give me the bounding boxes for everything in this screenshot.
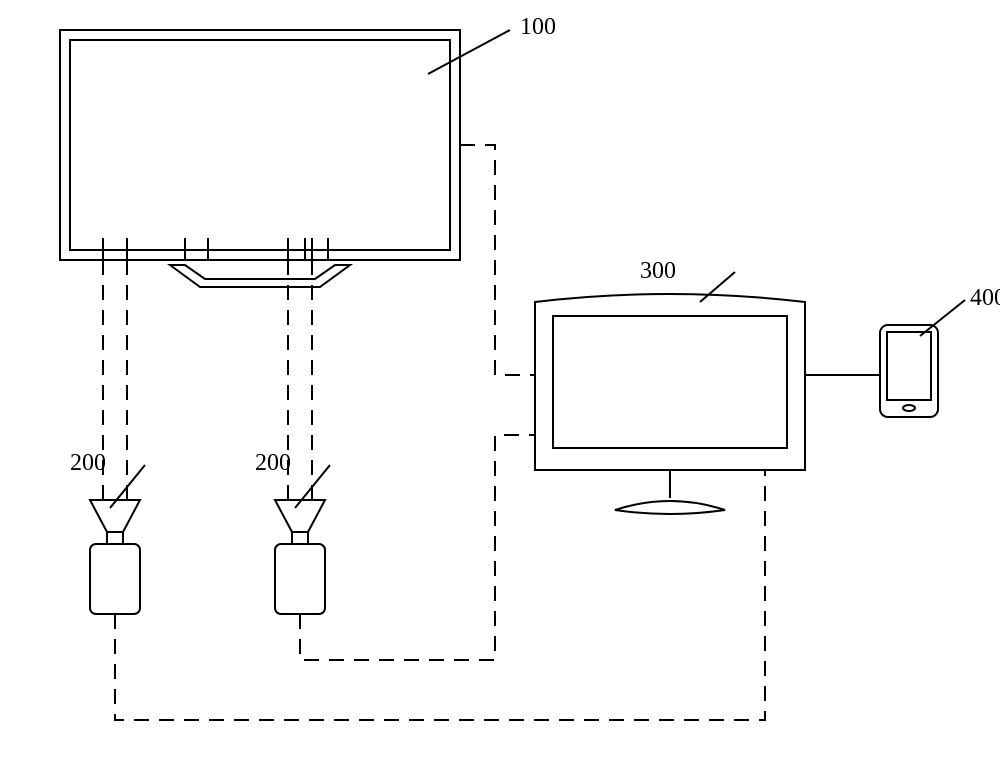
monitor-screen bbox=[553, 316, 787, 448]
sensor-left-body bbox=[90, 544, 140, 614]
tv-leader bbox=[428, 30, 510, 74]
sensor-right-funnel bbox=[275, 500, 325, 532]
label-tv: 100 bbox=[520, 14, 556, 40]
phone-button bbox=[903, 405, 915, 411]
diagram-root: 100 300 400 200 200 bbox=[60, 14, 1000, 720]
label-sensor_left: 200 bbox=[70, 450, 106, 476]
tv-outer bbox=[60, 30, 460, 260]
monitor-base bbox=[615, 501, 725, 514]
sensor-right-body bbox=[275, 544, 325, 614]
phone-screen bbox=[887, 332, 931, 400]
system-diagram: 100 300 400 200 200 bbox=[0, 0, 1000, 760]
link-tv-monitor bbox=[460, 145, 535, 375]
phone-body bbox=[880, 325, 938, 417]
link-sensor2-monitor bbox=[300, 435, 535, 660]
tv-screen bbox=[70, 40, 450, 250]
label-monitor: 300 bbox=[640, 258, 676, 284]
label-sensor_right: 200 bbox=[255, 450, 291, 476]
sensor-left-funnel bbox=[90, 500, 140, 532]
tv-stand bbox=[170, 265, 350, 287]
link-sensor1-monitor bbox=[115, 470, 765, 720]
monitor-leader bbox=[700, 272, 735, 302]
phone-leader bbox=[920, 300, 965, 336]
label-phone: 400 bbox=[970, 285, 1000, 311]
dashed-links bbox=[103, 145, 765, 720]
monitor-bezel bbox=[535, 294, 805, 470]
